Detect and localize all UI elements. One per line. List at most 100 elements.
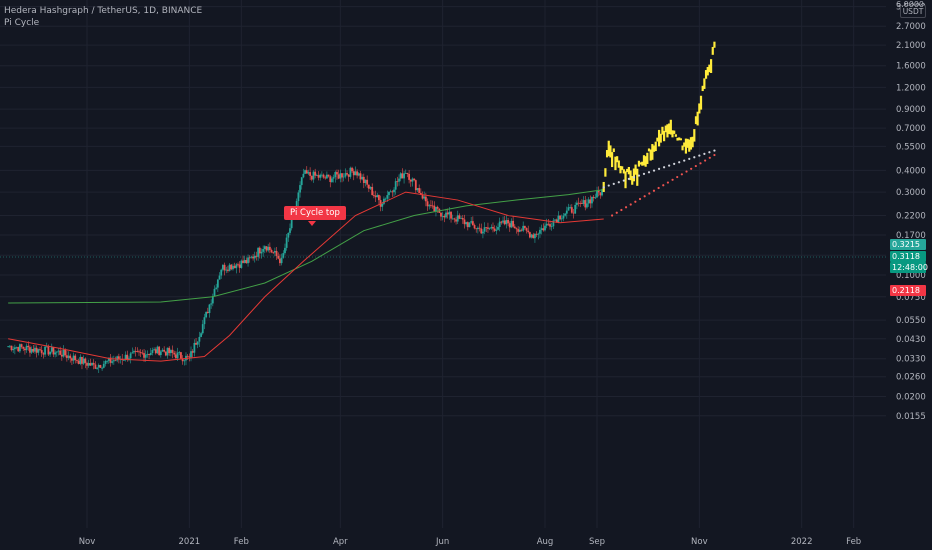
projection-bar — [609, 145, 612, 158]
candle-body — [435, 206, 437, 212]
candle-body — [82, 358, 85, 364]
red-dot — [708, 156, 711, 159]
candle-body — [263, 246, 266, 250]
candle-body — [89, 363, 92, 366]
candle-body — [208, 304, 211, 313]
x-tick-label: Nov — [691, 537, 708, 547]
projection-bar — [678, 137, 681, 141]
red-dot — [638, 197, 642, 201]
candle-body — [577, 202, 580, 204]
candle-body — [346, 173, 348, 175]
white-dot — [708, 151, 711, 154]
candle-body — [332, 177, 335, 179]
candle-body — [178, 352, 181, 353]
projection-bar — [636, 168, 639, 186]
y-axis[interactable]: 4.50003.50002.70002.10001.60001.20000.90… — [896, 0, 926, 422]
projection-bar — [663, 130, 666, 142]
candle-body — [416, 188, 419, 191]
candle-body — [60, 354, 63, 357]
white-dot — [632, 176, 636, 179]
y-tick-label: 0.0330 — [896, 355, 926, 365]
white-dot — [688, 157, 691, 161]
candle-body — [128, 358, 130, 360]
candle-body — [49, 351, 51, 355]
candle-body — [408, 173, 411, 180]
candle-body — [597, 190, 600, 193]
candle-body — [77, 360, 80, 364]
candle-body — [369, 186, 372, 189]
red-dot — [657, 186, 660, 190]
candle-body — [307, 172, 310, 174]
candle-body — [260, 251, 263, 254]
candle-body — [520, 229, 523, 231]
x-axis[interactable]: Nov 2021 Feb Apr Jun Aug Sep Nov 2022 Feb — [79, 537, 862, 547]
moving-average-lines — [8, 41, 716, 362]
candle-body — [344, 173, 347, 177]
y-tick-label: 1.6000 — [896, 62, 926, 72]
candle-body — [205, 311, 208, 318]
candle-body — [232, 265, 234, 270]
candle-body — [331, 178, 333, 183]
white-dot — [637, 174, 641, 177]
candle-body — [471, 221, 474, 226]
white-dot — [713, 149, 716, 152]
candle-body — [483, 227, 486, 232]
white-dot — [642, 172, 646, 175]
candle-body — [312, 171, 315, 180]
candle-body — [322, 174, 325, 178]
projection-bar — [656, 137, 659, 142]
candle-body — [398, 178, 400, 182]
candle-body — [406, 172, 409, 174]
candle-body — [180, 352, 182, 359]
candle-body — [549, 224, 551, 227]
indicator-label[interactable]: Pi Cycle — [4, 18, 40, 28]
candle-body — [297, 192, 300, 202]
red-dot — [634, 200, 637, 203]
candle-body — [230, 264, 233, 270]
projection-bar — [612, 148, 615, 152]
candle-body — [42, 353, 45, 355]
candle-body — [62, 349, 65, 357]
candle-body — [512, 220, 515, 227]
candle-body — [114, 360, 117, 362]
candle-body — [364, 179, 367, 184]
candle-body — [289, 228, 291, 233]
candle-body — [156, 346, 159, 354]
ma-line-1 — [8, 191, 604, 362]
projection-bar — [669, 119, 672, 135]
candle-body — [97, 364, 100, 368]
candle-body — [339, 173, 342, 179]
candle-body — [478, 227, 481, 229]
currency-unit-badge[interactable]: USDT — [900, 5, 926, 18]
candle-body — [487, 227, 489, 229]
candle-body — [304, 170, 306, 174]
candle-body — [245, 259, 248, 264]
candle-body — [238, 264, 241, 268]
x-tick-label: Jun — [435, 537, 449, 547]
candle-body — [461, 217, 464, 220]
candle-body — [446, 212, 449, 215]
projection-bar — [617, 160, 620, 168]
candle-body — [221, 264, 224, 270]
x-tick-label: Aug — [537, 537, 554, 547]
red-dot — [643, 195, 646, 198]
candle-body — [581, 203, 583, 204]
projection-bar — [649, 149, 652, 161]
candle-body — [453, 218, 456, 220]
candle-body — [423, 196, 426, 199]
projection-bar — [703, 78, 706, 89]
candle-body — [567, 207, 570, 211]
candle-body — [295, 201, 298, 209]
candle-body — [463, 219, 466, 225]
red-dot — [694, 164, 697, 168]
candle-body — [169, 349, 172, 354]
candle-body — [497, 227, 499, 230]
red-dot — [704, 159, 707, 162]
candle-body — [79, 356, 82, 364]
candle-body — [547, 223, 550, 225]
candle-body — [227, 269, 229, 271]
candle-body — [436, 206, 439, 209]
projection-bar — [696, 111, 699, 126]
projection-bar — [627, 166, 630, 175]
